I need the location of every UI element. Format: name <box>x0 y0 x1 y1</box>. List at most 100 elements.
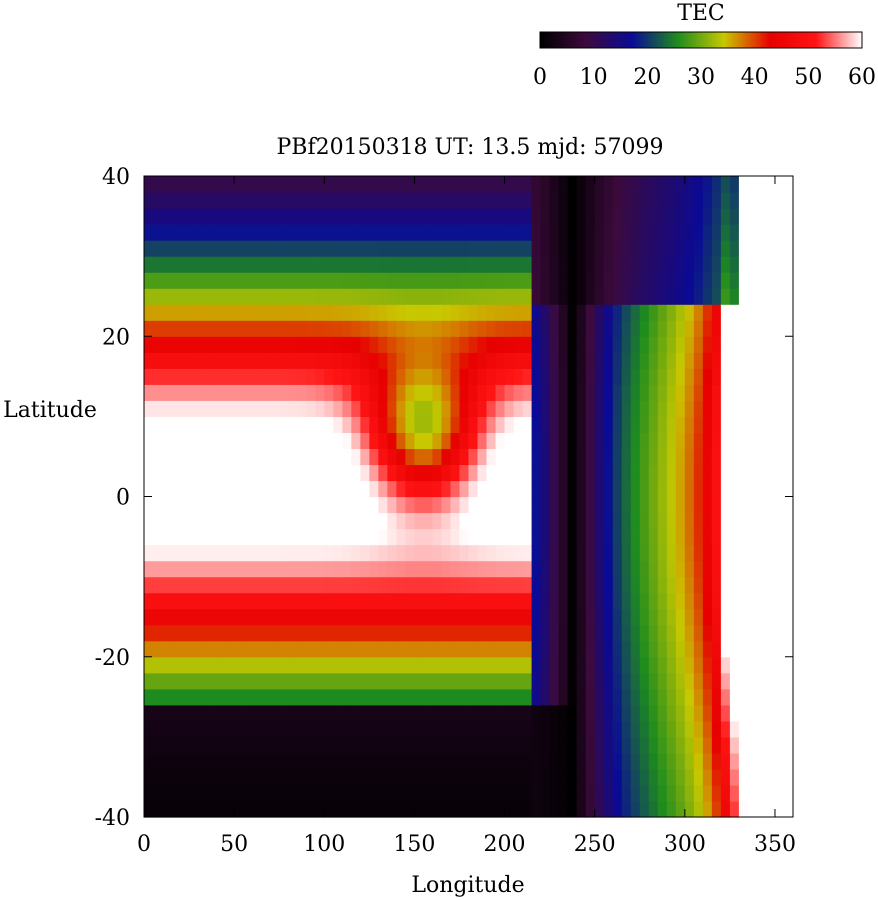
heatmap-cell <box>189 288 199 305</box>
heatmap-cell <box>351 704 361 722</box>
heatmap-cell <box>738 256 749 273</box>
heatmap-cell <box>144 800 154 818</box>
heatmap-cell <box>396 432 407 450</box>
heatmap-cell <box>225 496 235 514</box>
heatmap-cell <box>378 624 388 642</box>
heatmap-cell <box>153 544 163 562</box>
heatmap-cell <box>396 704 407 722</box>
heatmap-cell <box>738 720 749 738</box>
heatmap-cell <box>612 464 623 482</box>
heatmap-cell <box>414 560 425 578</box>
heatmap-cell <box>648 208 659 225</box>
heatmap-cell <box>585 496 596 514</box>
heatmap-cell <box>531 768 542 786</box>
heatmap-cell <box>360 240 370 257</box>
heatmap-cell <box>459 720 470 738</box>
heatmap-cell <box>333 640 343 658</box>
heatmap-cell <box>729 352 740 369</box>
heatmap-cell <box>351 192 361 209</box>
heatmap-cell <box>738 560 749 578</box>
heatmap-cell <box>225 720 235 738</box>
heatmap-cell <box>162 208 172 225</box>
heatmap-cell <box>180 288 190 305</box>
heatmap-cell <box>558 192 569 209</box>
heatmap-cell <box>288 416 298 433</box>
heatmap-cell <box>594 528 605 546</box>
heatmap-cell <box>747 704 758 722</box>
heatmap-cell <box>297 528 307 546</box>
heatmap-cell <box>576 368 587 385</box>
heatmap-cell <box>189 688 199 706</box>
heatmap-cell <box>180 608 190 626</box>
heatmap-cell <box>189 592 199 610</box>
heatmap-cell <box>720 240 731 257</box>
heatmap-cell <box>369 752 379 770</box>
heatmap-cell <box>369 544 379 562</box>
heatmap-cell <box>612 352 623 369</box>
heatmap-cell <box>207 400 217 417</box>
heatmap-cell <box>342 592 352 610</box>
heatmap-cell <box>666 784 677 802</box>
heatmap-cell <box>207 624 217 642</box>
heatmap-cell <box>261 416 271 433</box>
heatmap-cell <box>702 352 713 369</box>
heatmap-cell <box>630 688 641 706</box>
heatmap-cell <box>747 720 758 738</box>
heatmap-cell <box>702 688 713 706</box>
heatmap-cell <box>621 352 632 369</box>
heatmap-cell <box>288 240 298 257</box>
heatmap-cell <box>216 400 226 417</box>
heatmap-cell <box>279 688 289 706</box>
heatmap-cell <box>684 176 695 193</box>
heatmap-cell <box>360 688 370 706</box>
heatmap-cell <box>720 176 731 193</box>
heatmap-cell <box>459 736 470 754</box>
heatmap-cell <box>405 240 416 257</box>
heatmap-cell <box>198 368 208 385</box>
heatmap-cell <box>153 240 163 257</box>
heatmap-cell <box>216 208 226 225</box>
heatmap-cell <box>297 240 307 257</box>
colorbar-tick-label: 10 <box>580 65 608 90</box>
heatmap-cell <box>315 784 325 802</box>
heatmap-cell <box>738 688 749 706</box>
heatmap-cell <box>612 704 623 722</box>
heatmap-cell <box>225 640 235 658</box>
heatmap-cell <box>576 656 587 674</box>
heatmap-cell <box>378 576 388 594</box>
heatmap-cell <box>279 672 289 690</box>
heatmap-cell <box>162 544 172 562</box>
heatmap-cell <box>747 736 758 754</box>
heatmap-cell <box>243 592 253 610</box>
heatmap-cell <box>522 304 533 321</box>
heatmap-cell <box>360 464 370 482</box>
heatmap-cell <box>738 288 749 305</box>
heatmap-cell <box>450 496 461 514</box>
heatmap-cell <box>405 224 416 241</box>
heatmap-cell <box>756 784 767 802</box>
heatmap-cell <box>315 320 325 337</box>
heatmap-cell <box>540 640 551 658</box>
heatmap-cell <box>648 608 659 626</box>
heatmap-cell <box>252 304 262 321</box>
heatmap-cell <box>144 656 154 674</box>
heatmap-cell <box>486 192 497 209</box>
heatmap-cell <box>504 704 515 722</box>
heatmap-cell <box>765 496 776 514</box>
heatmap-cell <box>585 336 596 353</box>
heatmap-cell <box>531 448 542 466</box>
heatmap-cell <box>225 352 235 369</box>
heatmap-cell <box>612 672 623 690</box>
heatmap-cell <box>486 736 497 754</box>
heatmap-cell <box>549 400 560 417</box>
heatmap-cell <box>216 720 226 738</box>
heatmap-cell <box>279 272 289 289</box>
heatmap-cell <box>675 656 686 674</box>
heatmap-cell <box>261 240 271 257</box>
heatmap-cell <box>756 208 767 225</box>
heatmap-cell <box>711 176 722 193</box>
heatmap-cell <box>252 336 262 353</box>
heatmap-cell <box>351 496 361 514</box>
heatmap-cell <box>198 416 208 433</box>
heatmap-cell <box>234 384 244 401</box>
